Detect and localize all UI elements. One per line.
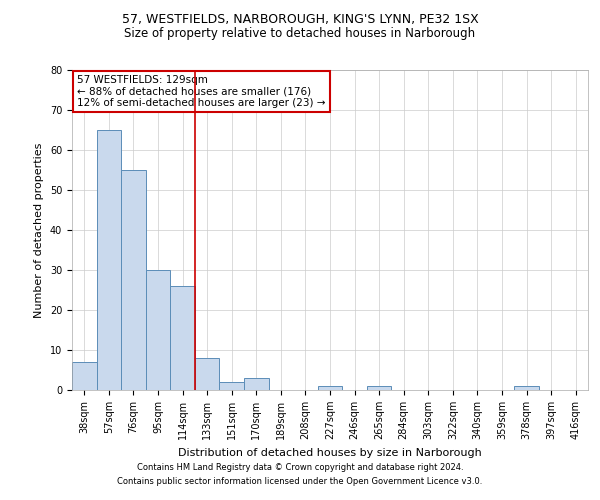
Bar: [514, 386, 539, 390]
Text: 57, WESTFIELDS, NARBOROUGH, KING'S LYNN, PE32 1SX: 57, WESTFIELDS, NARBOROUGH, KING'S LYNN,…: [122, 12, 478, 26]
Text: Size of property relative to detached houses in Narborough: Size of property relative to detached ho…: [124, 28, 476, 40]
Bar: [146, 270, 170, 390]
Bar: [72, 362, 97, 390]
Bar: [121, 170, 146, 390]
Y-axis label: Number of detached properties: Number of detached properties: [34, 142, 44, 318]
Bar: [170, 286, 195, 390]
Bar: [367, 386, 391, 390]
Bar: [220, 382, 244, 390]
Text: Contains HM Land Registry data © Crown copyright and database right 2024.: Contains HM Land Registry data © Crown c…: [137, 464, 463, 472]
Bar: [244, 378, 269, 390]
Text: Contains public sector information licensed under the Open Government Licence v3: Contains public sector information licen…: [118, 477, 482, 486]
Text: 57 WESTFIELDS: 129sqm
← 88% of detached houses are smaller (176)
12% of semi-det: 57 WESTFIELDS: 129sqm ← 88% of detached …: [77, 75, 326, 108]
Bar: [195, 358, 220, 390]
Bar: [318, 386, 342, 390]
Bar: [97, 130, 121, 390]
X-axis label: Distribution of detached houses by size in Narborough: Distribution of detached houses by size …: [178, 448, 482, 458]
